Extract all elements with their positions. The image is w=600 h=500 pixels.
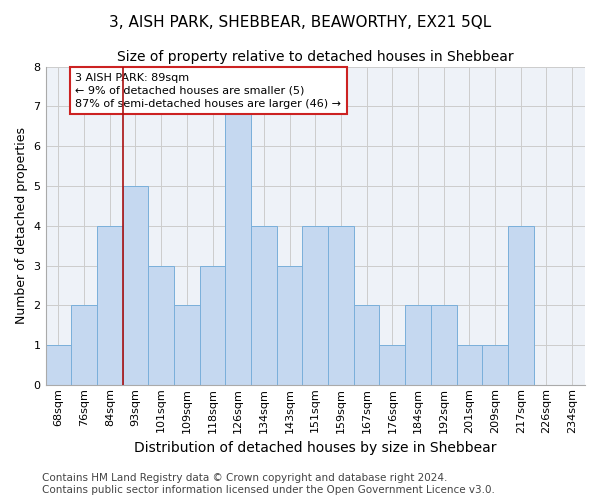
Bar: [174, 306, 200, 385]
Bar: [405, 306, 431, 385]
Bar: [457, 345, 482, 385]
Title: Size of property relative to detached houses in Shebbear: Size of property relative to detached ho…: [117, 50, 514, 64]
Bar: [71, 306, 97, 385]
Bar: [251, 226, 277, 385]
Bar: [328, 226, 354, 385]
Bar: [148, 266, 174, 385]
Bar: [200, 266, 226, 385]
Bar: [226, 106, 251, 385]
X-axis label: Distribution of detached houses by size in Shebbear: Distribution of detached houses by size …: [134, 441, 497, 455]
Bar: [508, 226, 533, 385]
Bar: [379, 345, 405, 385]
Text: 3 AISH PARK: 89sqm
← 9% of detached houses are smaller (5)
87% of semi-detached : 3 AISH PARK: 89sqm ← 9% of detached hous…: [75, 72, 341, 109]
Bar: [277, 266, 302, 385]
Y-axis label: Number of detached properties: Number of detached properties: [15, 127, 28, 324]
Bar: [431, 306, 457, 385]
Text: Contains HM Land Registry data © Crown copyright and database right 2024.
Contai: Contains HM Land Registry data © Crown c…: [42, 474, 495, 495]
Bar: [354, 306, 379, 385]
Text: 3, AISH PARK, SHEBBEAR, BEAWORTHY, EX21 5QL: 3, AISH PARK, SHEBBEAR, BEAWORTHY, EX21 …: [109, 15, 491, 30]
Bar: [302, 226, 328, 385]
Bar: [97, 226, 122, 385]
Bar: [482, 345, 508, 385]
Bar: [46, 345, 71, 385]
Bar: [122, 186, 148, 385]
